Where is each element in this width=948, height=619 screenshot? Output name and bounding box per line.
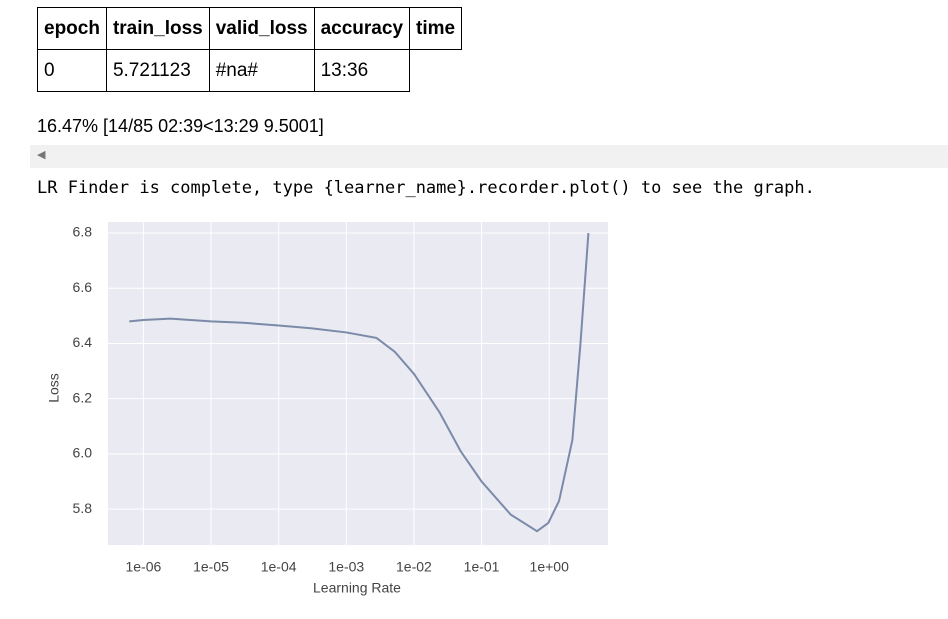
scrollbar[interactable]: ◀ [30, 145, 948, 168]
y-tick-label: 6.2 [73, 389, 93, 405]
y-tick-label: 6.8 [73, 224, 93, 240]
chart: Learning Rate Loss 5.8 6.0 6.2 6.4 6.6 6.8 1e-… [46, 222, 608, 596]
header-cell: time [409, 7, 463, 50]
header-cell: accuracy [313, 7, 411, 50]
table-cell: 5.721123 [105, 49, 210, 92]
table-cell: 0 [37, 49, 107, 92]
header-cell: train_loss [105, 7, 210, 50]
header-row: epoch train_loss valid_loss accuracy time [37, 7, 463, 50]
table-cell: 13:36 [313, 49, 411, 92]
y-tick-label: 6.0 [73, 445, 93, 461]
table-row: 0 5.721123 #na# 13:36 [37, 49, 462, 92]
x-tick-label: 1e-01 [464, 559, 500, 575]
y-axis-label: Loss [46, 373, 62, 403]
x-tick-label: 1e-04 [261, 559, 297, 575]
progress-text: 16.47% [14/85 02:39<13:29 9.5001] [37, 116, 324, 136]
x-tick-label: 1e-05 [193, 559, 229, 575]
x-tick-label: 1e-03 [328, 559, 364, 575]
x-tick-label: 1e+00 [530, 559, 570, 575]
output-message: LR Finder is complete, type {learner_nam… [37, 178, 815, 198]
x-tick-label: 1e-02 [396, 559, 432, 575]
table-cell: #na# [208, 49, 315, 92]
plot-area [108, 222, 608, 545]
y-tick-label: 5.8 [73, 500, 93, 516]
x-axis-label: Learning Rate [313, 580, 401, 596]
scroll-arrow[interactable]: ◀ [37, 149, 46, 161]
y-tick-label: 6.6 [73, 279, 93, 295]
table-body: 0 5.721123 #na# 13:36 [37, 49, 462, 92]
loss-line [129, 232, 590, 533]
header-cell: valid_loss [208, 7, 315, 50]
header-cell: epoch [37, 7, 107, 50]
x-tick-label: 1e-06 [125, 559, 161, 575]
y-tick-label: 6.4 [73, 334, 93, 350]
